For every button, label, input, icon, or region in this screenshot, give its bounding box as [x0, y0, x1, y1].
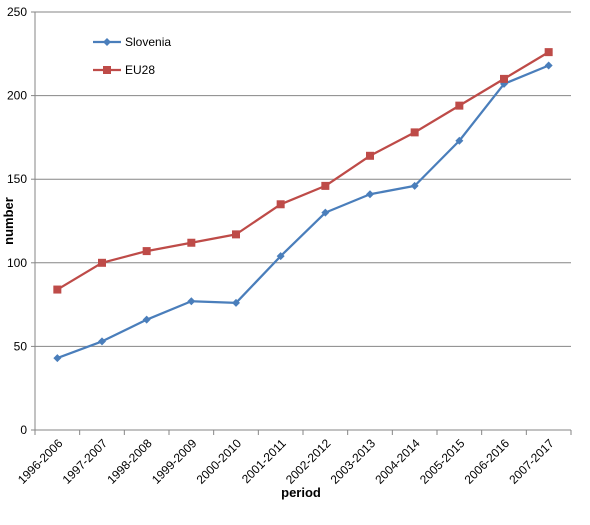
legend-label: Slovenia: [125, 35, 171, 49]
data-point: [142, 247, 151, 256]
y-tick-label: 100: [7, 256, 27, 270]
y-tick-label: 250: [7, 5, 27, 19]
x-tick-label: 1999-2009: [149, 436, 200, 487]
x-tick-label: 2005-2015: [417, 436, 468, 487]
data-point: [187, 297, 196, 306]
data-point: [500, 74, 508, 83]
y-tick-label: 50: [14, 339, 28, 353]
data-point: [410, 128, 419, 137]
y-tick-label: 200: [7, 89, 27, 103]
x-tick-label: 1997-2007: [60, 436, 111, 487]
x-tick-label: 1996-2006: [15, 436, 66, 487]
x-tick-label: 2000-2010: [194, 436, 245, 487]
series-eu28: [53, 48, 553, 294]
legend-label: EU28: [125, 63, 155, 77]
data-point: [53, 354, 62, 363]
data-point: [410, 181, 419, 190]
series-line: [56, 64, 550, 360]
x-tick-label: 2006-2016: [462, 436, 513, 487]
x-tick-label: 2007-2017: [506, 436, 557, 487]
x-tick-label: 2004-2014: [372, 436, 423, 487]
data-point: [232, 298, 240, 307]
x-axis-title: period: [281, 485, 321, 500]
data-point: [187, 238, 196, 247]
y-tick-label: 150: [7, 172, 27, 186]
data-point: [53, 285, 62, 294]
gridlines: [31, 11, 572, 435]
legend-marker: [103, 38, 111, 46]
legend: Slovenia EU28: [93, 35, 171, 77]
data-point: [321, 208, 330, 217]
data-point: [455, 101, 464, 110]
data-point: [366, 190, 374, 199]
data-point: [544, 61, 553, 70]
data-point: [276, 200, 285, 209]
legend-item: EU28: [93, 63, 155, 77]
data-point: [455, 136, 464, 145]
data-point: [321, 181, 330, 190]
data-point: [142, 315, 151, 324]
x-tick-labels: 1996-20061997-20071998-20081999-20092000…: [15, 436, 557, 487]
series-group: [53, 48, 553, 363]
legend-marker: [103, 66, 111, 74]
data-point: [98, 258, 106, 267]
y-tick-label: 0: [20, 423, 27, 437]
x-tick-label: 2002-2012: [283, 436, 334, 487]
data-point: [544, 48, 553, 57]
data-point: [276, 252, 285, 261]
data-point: [232, 230, 240, 239]
data-point: [98, 337, 106, 346]
axes: [34, 12, 571, 431]
legend-item: Slovenia: [93, 35, 171, 49]
data-point: [366, 151, 374, 160]
x-tick-label: 1998-2008: [104, 436, 155, 487]
y-axis-title: number: [1, 197, 16, 245]
x-tick-label: 2001-2011: [239, 436, 289, 486]
x-tick-label: 2003-2013: [328, 436, 379, 487]
series-line: [56, 51, 550, 291]
y-tick-labels: 0 50 100 150 200 250: [7, 5, 27, 437]
series-slovenia: [53, 61, 553, 363]
